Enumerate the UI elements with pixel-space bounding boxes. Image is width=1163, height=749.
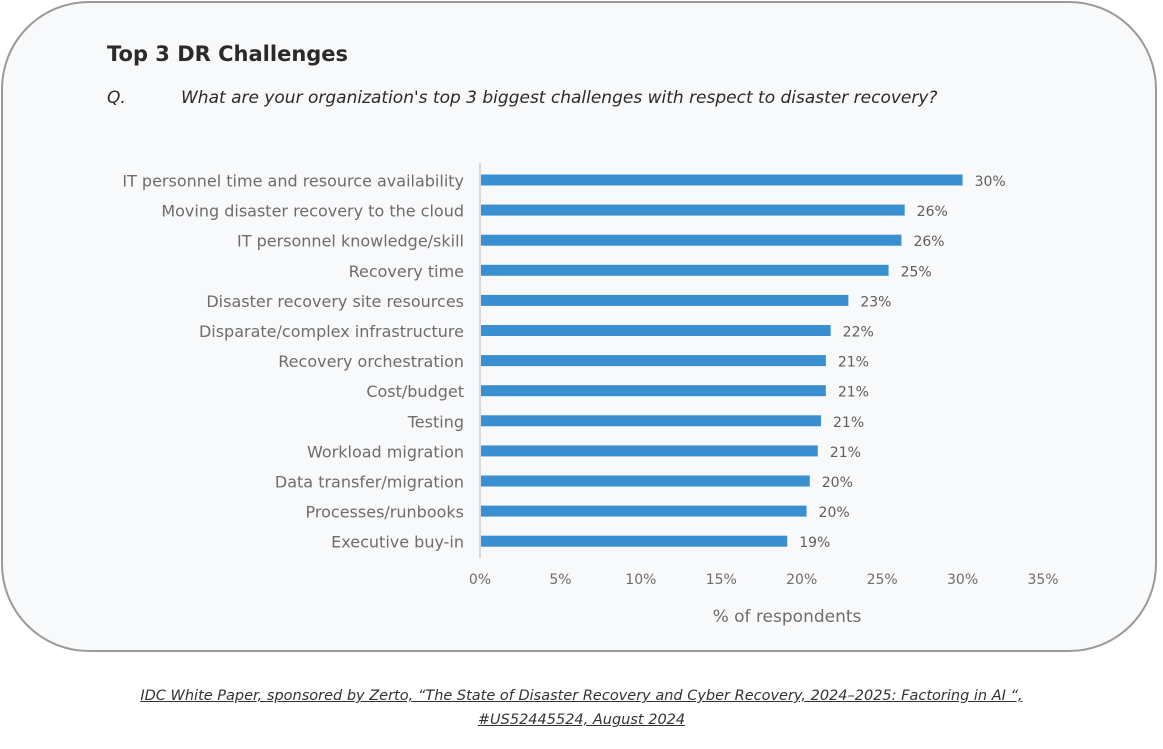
x-tick-label: 20% (786, 572, 817, 588)
bar (481, 415, 822, 427)
x-tick-label: 0% (469, 572, 491, 588)
source-citation-line-1[interactable]: IDC White Paper, sponsored by Zerto, “Th… (140, 688, 1023, 704)
category-label: Data transfer/migration (275, 473, 464, 492)
category-label: Processes/runbooks (306, 503, 464, 522)
category-label: Testing (407, 412, 464, 431)
category-label: Moving disaster recovery to the cloud (161, 202, 464, 221)
source-citation-line-2[interactable]: #US52445524, August 2024 (477, 712, 686, 728)
bar (481, 174, 963, 186)
category-label: Workload migration (307, 442, 464, 461)
category-label: Cost/budget (366, 382, 464, 401)
bar (481, 234, 902, 246)
bar (481, 325, 831, 336)
data-label: 22% (843, 325, 874, 341)
category-label: Disparate/complex infrastructure (199, 322, 464, 341)
x-tick-label: 25% (867, 572, 898, 588)
data-label: 30% (975, 174, 1006, 190)
bar (481, 535, 788, 547)
data-label: 21% (833, 415, 864, 431)
data-label: 26% (913, 234, 944, 250)
category-label: IT personnel time and resource availabil… (122, 172, 464, 191)
bar-chart: IT personnel time and resource availabil… (122, 163, 1059, 627)
x-axis-title: % of respondents (713, 607, 862, 627)
category-label: Recovery time (349, 262, 464, 281)
data-label: 20% (822, 475, 853, 491)
x-tick-label: 35% (1027, 572, 1058, 588)
survey-question: What are your organization's top 3 bigge… (181, 88, 938, 108)
x-tick-label: 5% (549, 572, 571, 588)
data-label: 21% (830, 445, 861, 461)
data-label: 20% (819, 505, 850, 521)
chart-title: Top 3 DR Challenges (107, 42, 349, 66)
data-label: 19% (799, 535, 830, 551)
bar (481, 445, 818, 457)
bar (481, 385, 826, 397)
x-tick-label: 30% (947, 572, 978, 588)
category-label: Executive buy-in (331, 533, 464, 552)
data-label: 23% (860, 294, 891, 310)
bar (481, 204, 905, 216)
data-label: 21% (838, 355, 869, 371)
bar (481, 264, 889, 276)
category-label: IT personnel knowledge/skill (237, 232, 464, 251)
x-tick-label: 15% (706, 572, 737, 588)
bar (481, 294, 849, 306)
bar (481, 505, 807, 517)
category-label: Recovery orchestration (278, 352, 464, 371)
question-prefix: Q. (107, 88, 126, 108)
bar (481, 475, 810, 487)
category-label: Disaster recovery site resources (206, 292, 464, 311)
bar (481, 355, 826, 367)
data-label: 26% (917, 204, 948, 220)
data-label: 25% (901, 264, 932, 280)
data-label: 21% (838, 385, 869, 401)
x-tick-label: 10% (625, 572, 656, 588)
